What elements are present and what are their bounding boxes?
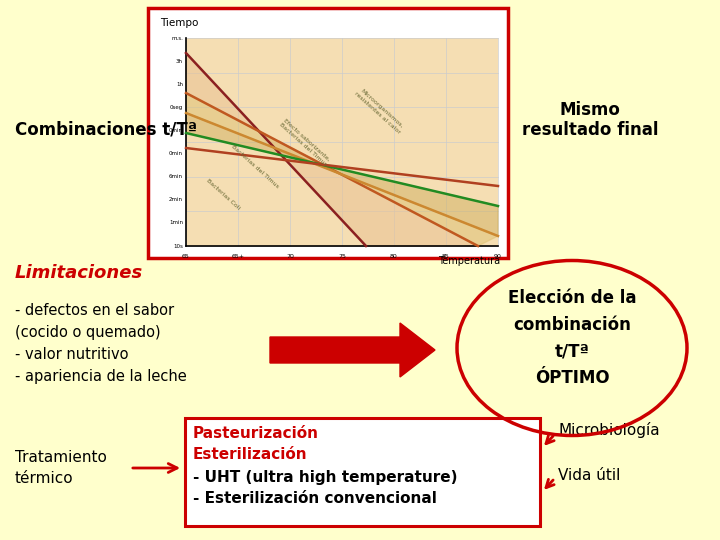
Text: 0seg: 0seg	[170, 105, 183, 110]
Text: 85: 85	[442, 254, 450, 259]
Text: 6min: 6min	[169, 174, 183, 179]
Text: Microbiología: Microbiología	[558, 422, 660, 438]
Polygon shape	[186, 53, 478, 246]
Polygon shape	[186, 113, 498, 236]
Text: Pasteurización
Esterilización: Pasteurización Esterilización	[193, 426, 319, 462]
Text: - defectos en el sabor: - defectos en el sabor	[15, 303, 174, 318]
Text: 1h: 1h	[176, 82, 183, 87]
FancyArrowPatch shape	[132, 463, 177, 472]
FancyArrowPatch shape	[546, 480, 554, 488]
Text: 0min: 0min	[169, 128, 183, 133]
Text: 3h: 3h	[176, 59, 183, 64]
Text: Limitaciones: Limitaciones	[15, 264, 143, 282]
FancyArrowPatch shape	[546, 435, 554, 444]
Text: - UHT (ultra high temperature)
- Esterilización convencional: - UHT (ultra high temperature) - Esteril…	[193, 470, 457, 506]
FancyBboxPatch shape	[185, 418, 540, 526]
Text: 10s: 10s	[173, 244, 183, 248]
Text: 2min: 2min	[169, 197, 183, 202]
Text: 65+: 65+	[232, 254, 245, 259]
FancyBboxPatch shape	[148, 8, 508, 258]
Polygon shape	[186, 93, 498, 246]
Text: Elección de la
combinación
t/Tª
ÓPTIMO: Elección de la combinación t/Tª ÓPTIMO	[508, 289, 636, 387]
Text: - valor nutritivo: - valor nutritivo	[15, 347, 128, 362]
Text: 0min: 0min	[169, 151, 183, 156]
Text: Vida útil: Vida útil	[558, 468, 621, 483]
Text: Bacterias Coli: Bacterias Coli	[206, 178, 241, 210]
Text: Mismo
resultado final: Mismo resultado final	[522, 100, 658, 139]
Text: 65: 65	[182, 254, 190, 259]
Text: 1min: 1min	[169, 220, 183, 225]
Text: 75: 75	[338, 254, 346, 259]
Text: m.s.: m.s.	[171, 36, 183, 40]
Text: Combinaciones t/Tª: Combinaciones t/Tª	[15, 121, 197, 139]
FancyBboxPatch shape	[186, 38, 498, 246]
Text: Tratamiento
térmico: Tratamiento térmico	[15, 450, 107, 486]
Text: - apariencia de la leche: - apariencia de la leche	[15, 369, 186, 384]
Text: Microorganismos,
resistentes al calor: Microorganismos, resistentes al calor	[354, 87, 405, 135]
Text: (cocido o quemado): (cocido o quemado)	[15, 325, 161, 340]
Text: 70: 70	[286, 254, 294, 259]
Text: Tiempo: Tiempo	[160, 18, 199, 28]
Text: 90: 90	[494, 254, 502, 259]
Polygon shape	[270, 323, 435, 377]
Text: 80: 80	[390, 254, 398, 259]
Text: Efecto saborizante,
Bacterias del Timus: Efecto saborizante, Bacterias del Timus	[278, 117, 331, 167]
Text: Bacterias del Timus: Bacterias del Timus	[230, 144, 279, 190]
Text: Temperatura: Temperatura	[438, 256, 500, 266]
